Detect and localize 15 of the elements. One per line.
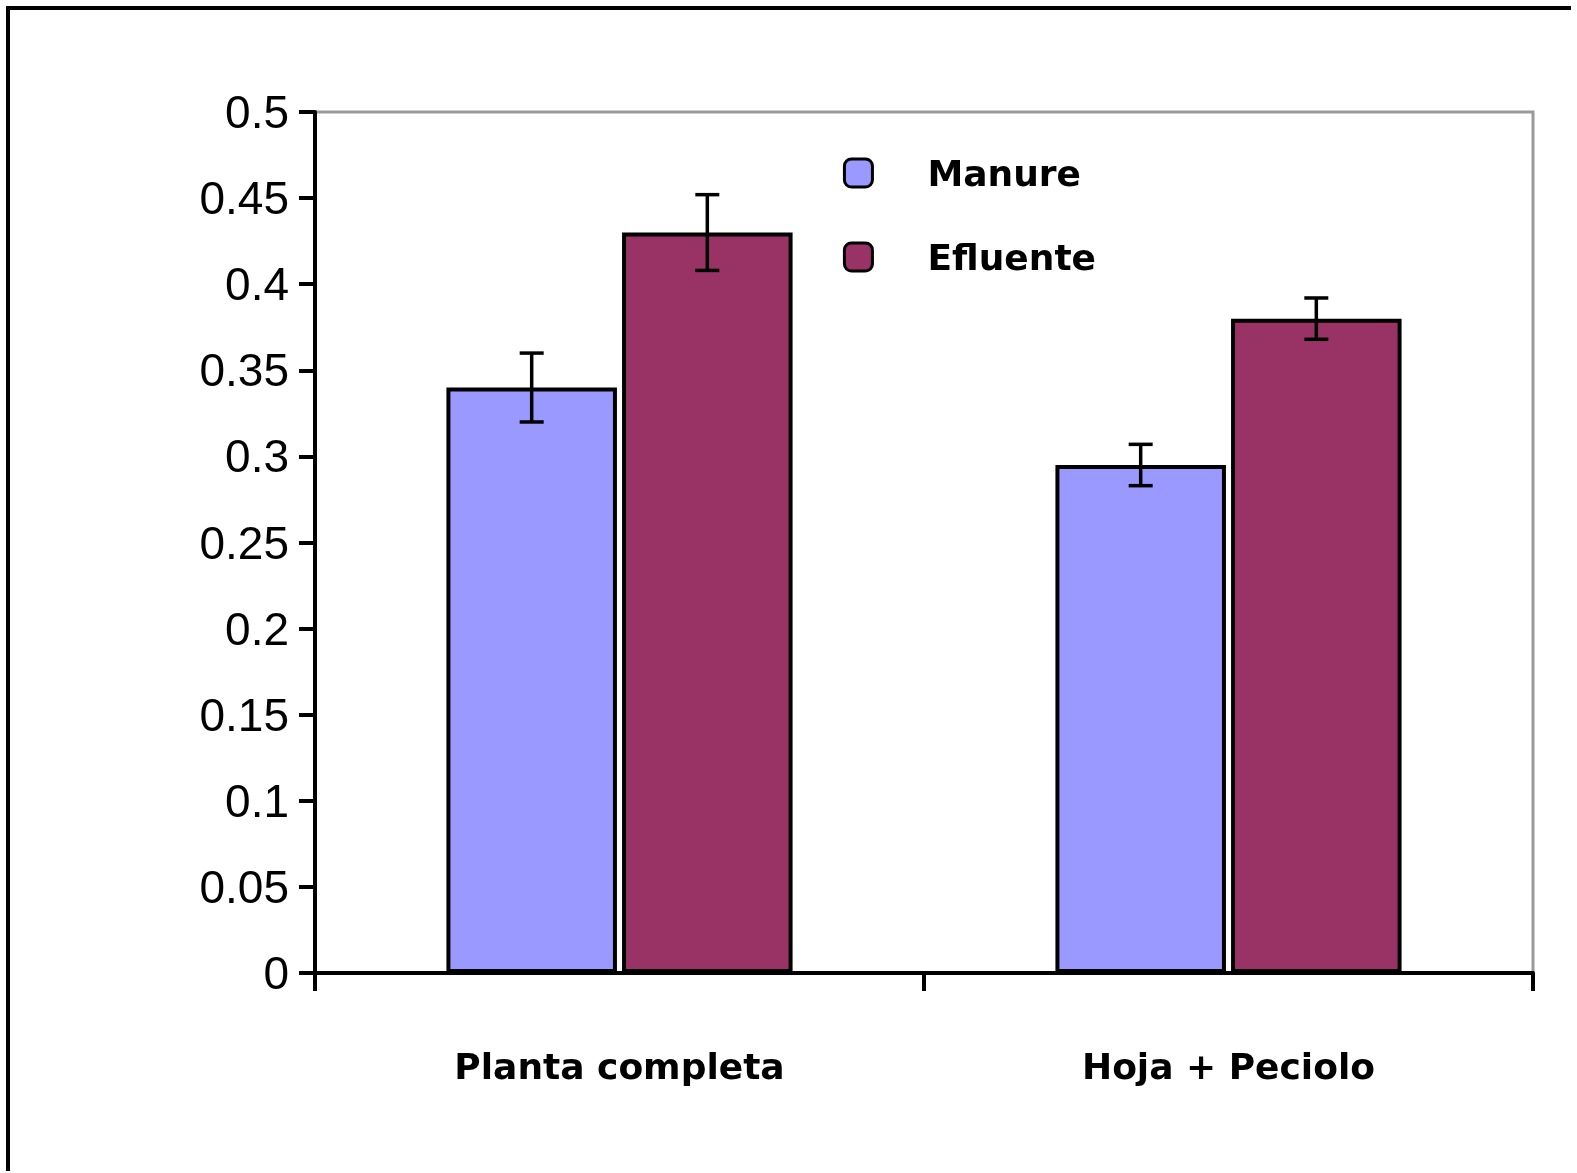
y-tick-label: 0.4 — [225, 258, 289, 311]
x-tick-label: Planta completa — [454, 1045, 785, 1087]
legend-label: Efluente — [927, 236, 1096, 278]
y-tick-label: 0.1 — [225, 774, 289, 827]
y-tick-label: 0 — [263, 947, 289, 999]
y-tick-label: 0.25 — [199, 516, 289, 569]
y-tick-label: 0.3 — [225, 430, 289, 483]
y-tick-label: 0.15 — [199, 688, 289, 741]
y-tick-label: 0.45 — [199, 172, 289, 225]
x-tick-label: Hoja + Peciolo — [1081, 1045, 1376, 1087]
y-tick-label: 0.5 — [225, 86, 289, 138]
legend-label: Manure — [927, 152, 1081, 194]
y-tick-label: 0.35 — [199, 344, 289, 397]
y-tick-label: 0.2 — [225, 602, 289, 655]
y-tick-label: 0.05 — [199, 860, 289, 913]
